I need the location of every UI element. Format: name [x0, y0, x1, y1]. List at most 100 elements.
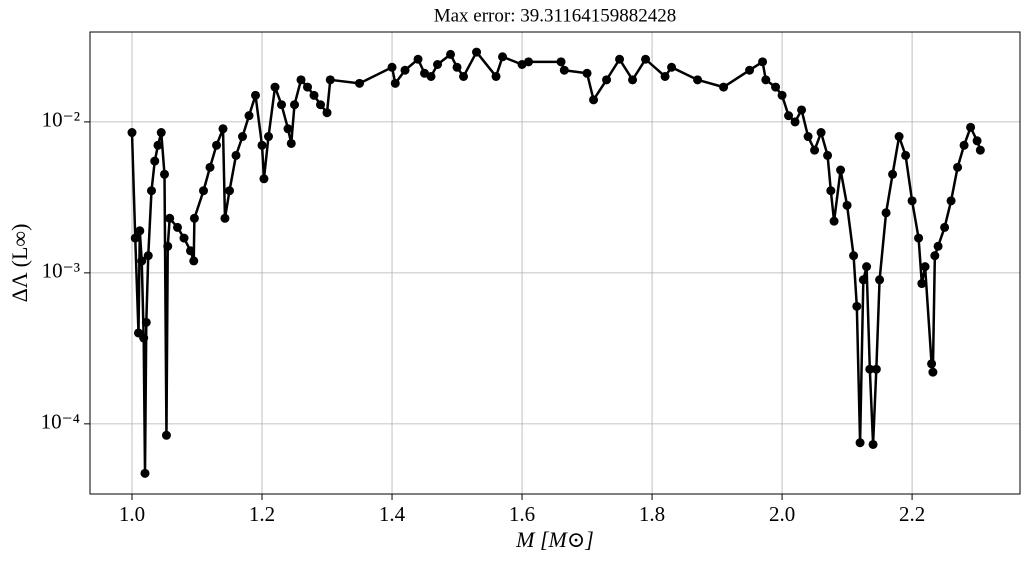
data-point [244, 111, 254, 121]
data-point [641, 54, 651, 64]
data-point [225, 186, 235, 196]
data-point [127, 128, 137, 138]
data-point [784, 111, 794, 121]
data-point [771, 82, 781, 92]
data-point [953, 162, 963, 172]
data-point [179, 233, 189, 243]
data-point [855, 438, 865, 448]
x-tick-label: 2.0 [769, 502, 795, 526]
data-point [189, 256, 199, 266]
data-point [130, 233, 140, 243]
x-axis-label: M [M⊙] [515, 527, 594, 552]
data-point [940, 222, 950, 232]
data-point [790, 117, 800, 127]
data-point [153, 140, 163, 150]
data-point [270, 82, 280, 92]
data-point [143, 251, 153, 261]
data-point [933, 241, 943, 251]
data-point [218, 124, 228, 134]
data-point [745, 65, 755, 75]
data-point [975, 145, 985, 155]
data-point [400, 65, 410, 75]
data-point [927, 359, 937, 369]
data-point [140, 468, 150, 478]
data-point [231, 150, 241, 160]
x-tick-label: 1.4 [379, 502, 406, 526]
data-point [498, 52, 508, 62]
data-point [946, 196, 956, 206]
data-point [146, 186, 156, 196]
data-point [257, 140, 267, 150]
data-point [387, 62, 397, 72]
data-point [875, 275, 885, 285]
data-point [868, 439, 878, 449]
data-point [413, 54, 423, 64]
data-point [141, 317, 151, 327]
data-point [559, 65, 569, 75]
data-point [322, 108, 332, 118]
data-point [829, 216, 839, 226]
y-tick-label: 10⁻² [42, 108, 80, 132]
data-point [309, 90, 319, 100]
data-point [920, 262, 930, 272]
x-tick-label: 1.8 [639, 502, 665, 526]
data-point [186, 246, 196, 256]
data-point [524, 57, 534, 67]
data-point [286, 138, 296, 148]
data-point [139, 333, 149, 343]
chart-title: Max error: 39.31164159882428 [434, 5, 677, 26]
data-point [852, 301, 862, 311]
data-point [858, 275, 868, 285]
data-point [842, 200, 852, 210]
data-point [491, 71, 501, 81]
data-point [163, 241, 173, 251]
data-point [189, 213, 199, 223]
data-point [966, 122, 976, 132]
plot-frame [89, 31, 1021, 495]
data-point [220, 213, 230, 223]
data-point [758, 57, 768, 67]
data-point [556, 57, 566, 67]
data-point [693, 75, 703, 85]
data-point [238, 132, 248, 142]
data-point [823, 150, 833, 160]
data-point [907, 196, 917, 206]
data-point [928, 367, 938, 377]
data-point [862, 262, 872, 272]
data-point [803, 132, 813, 142]
data-point [930, 251, 940, 261]
data-point [660, 71, 670, 81]
data-point [917, 279, 927, 289]
data-point [777, 90, 787, 100]
data-point [165, 213, 175, 223]
data-point [602, 75, 612, 85]
data-point [667, 62, 677, 72]
data-point [296, 75, 306, 85]
data-point [446, 49, 456, 59]
data-point [173, 222, 183, 232]
data-point [836, 165, 846, 175]
data-point [914, 233, 924, 243]
data-point [161, 430, 171, 440]
data-point [316, 100, 326, 110]
data-point [205, 162, 215, 172]
data-point [433, 60, 443, 70]
data-point [826, 186, 836, 196]
data-point [472, 47, 482, 57]
data-point [251, 90, 261, 100]
data-point [459, 71, 469, 81]
data-point [615, 54, 625, 64]
x-tick-label: 1.2 [249, 502, 275, 526]
data-point [589, 95, 599, 105]
data-point [810, 145, 820, 155]
data-point [135, 226, 145, 236]
y-tick-label: 10⁻³ [42, 259, 80, 283]
data-point [156, 128, 166, 138]
data-point [901, 150, 911, 160]
data-point [582, 68, 592, 78]
data-point [212, 140, 222, 150]
data-point [390, 78, 400, 88]
data-point [355, 78, 365, 88]
data-point [325, 75, 335, 85]
data-point [865, 364, 875, 374]
